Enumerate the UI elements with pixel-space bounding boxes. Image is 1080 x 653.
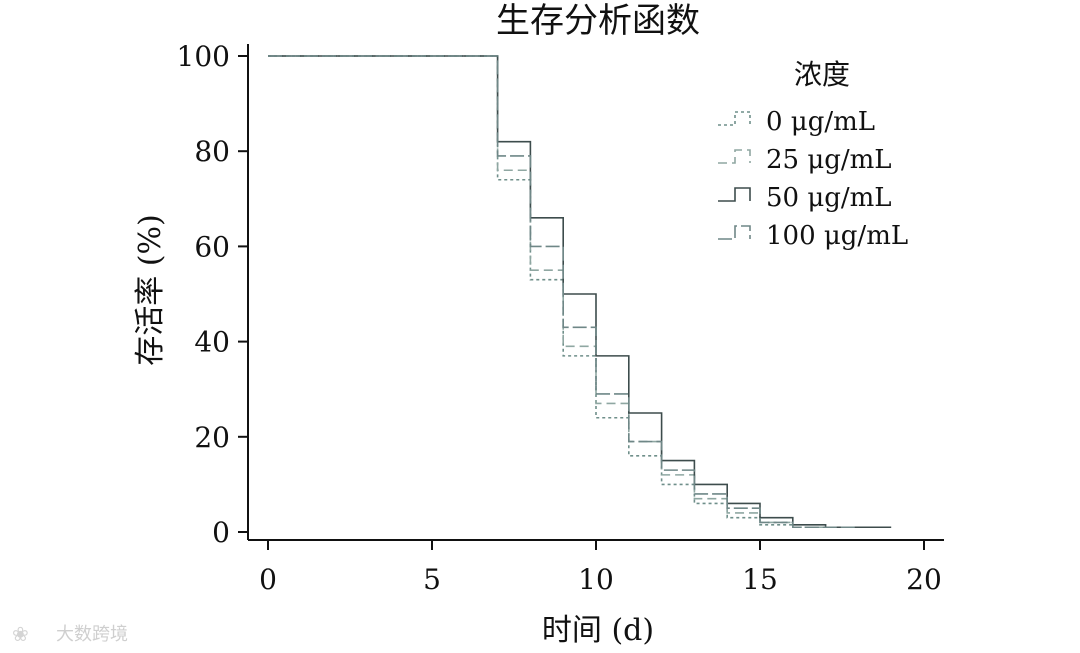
x-axis-label: 时间 (d) [542,613,654,648]
y-tick-label: 20 [194,421,230,454]
y-axis-label: 存活率 (%) [133,214,168,365]
x-tick-label: 5 [423,563,441,596]
x-tick-label: 20 [906,563,942,596]
legend-label: 0 μg/mL [766,107,875,137]
series-group [268,55,892,529]
watermark-text: 大数跨境 [56,624,128,645]
watermark-logo-icon: ❀ [12,622,29,646]
x-tick-label: 0 [259,563,277,596]
x-tick-label: 15 [742,563,778,596]
legend: 浓度 0 μg/mL 25 μg/mL 50 μg/mL 100 μg/mL [718,58,908,251]
legend-label: 25 μg/mL [766,145,892,175]
y-ticks: 0 20 40 60 80 100 [177,40,248,549]
series-line-1 [268,55,859,529]
y-tick-label: 80 [194,135,230,168]
y-tick-label: 40 [194,326,230,359]
legend-key-1 [718,149,751,164]
legend-label: 50 μg/mL [766,183,892,213]
x-ticks: 0 5 10 15 20 [259,540,942,596]
legend-key-3 [718,225,751,240]
y-tick-label: 100 [177,40,230,73]
series-line-3 [268,55,859,529]
legend-key-2 [718,187,751,202]
chart-title: 生存分析函数 [496,1,700,41]
y-tick-label: 60 [194,230,230,263]
legend-key-0 [718,111,751,126]
legend-label: 100 μg/mL [766,221,908,251]
y-tick-label: 0 [212,516,230,549]
watermark: ❀ 大数跨境 [12,622,128,646]
legend-title: 浓度 [794,58,850,91]
x-tick-label: 10 [578,563,614,596]
